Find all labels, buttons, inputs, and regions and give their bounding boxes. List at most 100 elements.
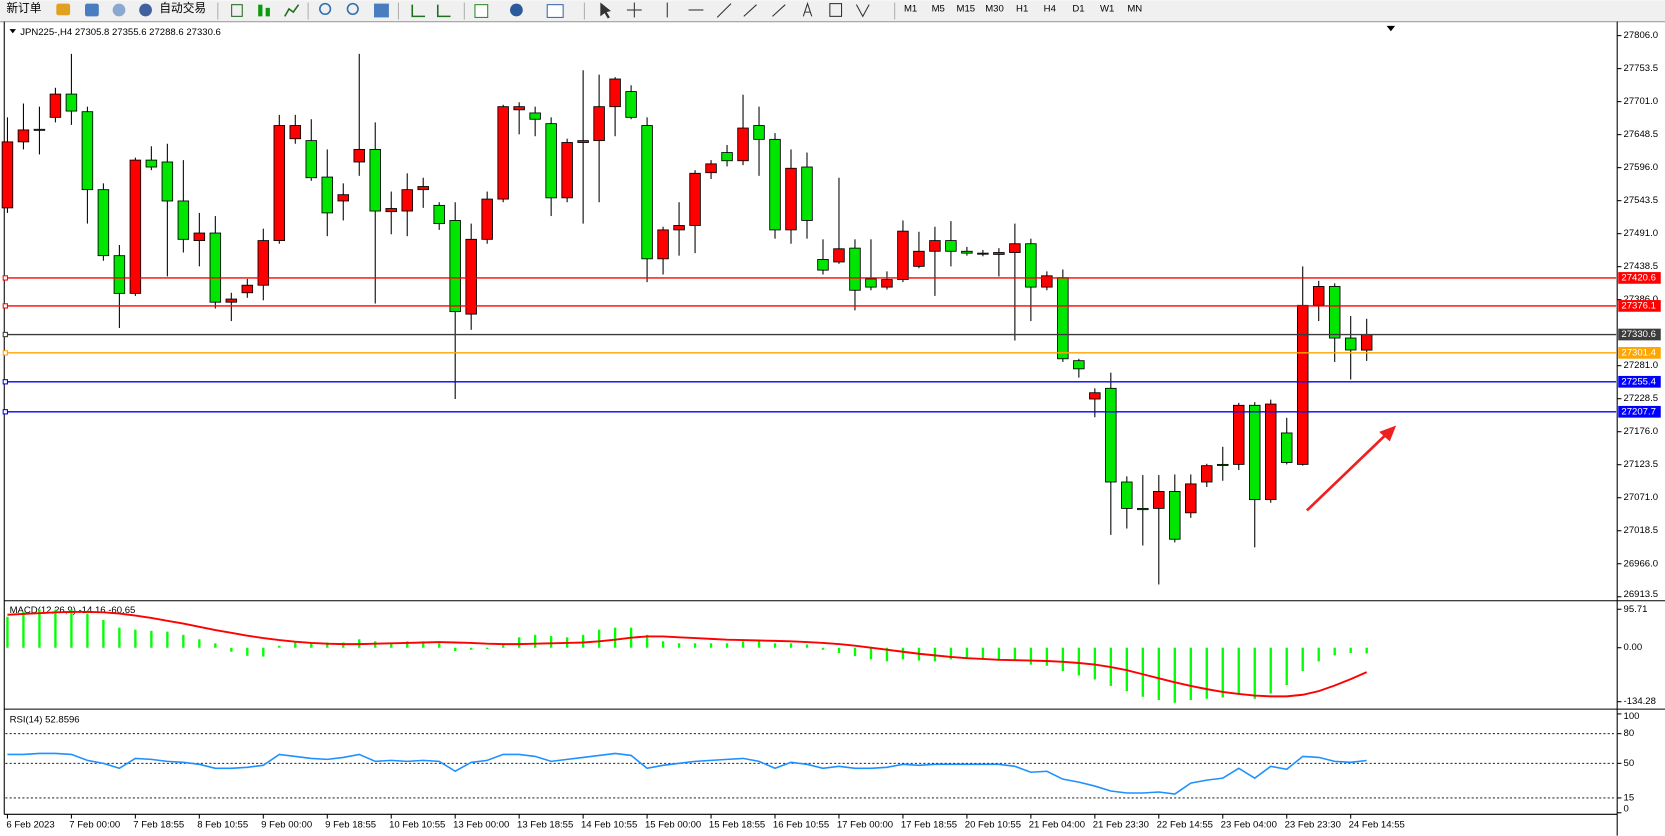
timeframe-button[interactable]: M30 [985,3,1004,14]
candle-body [769,138,781,231]
candle-body [289,125,302,140]
icon[interactable] [85,3,99,17]
candle-body [1328,286,1341,339]
candle-body [513,106,525,111]
y-tick-label: 26966.0 [1624,558,1659,569]
timeframe-button[interactable]: M1 [904,3,917,14]
y-tick-label: 95.71 [1624,604,1648,615]
tool-icons[interactable] [231,1,870,19]
price-level-marker [2,275,8,281]
timeframe-button[interactable]: MN [1127,3,1142,14]
candle-body [129,159,142,294]
x-tick-label: 23 Feb 04:00 [1221,819,1277,830]
candle-body [673,225,685,231]
candle-body [273,125,286,242]
icon[interactable] [56,3,71,16]
price-badge [1618,347,1661,359]
candle-body [1201,465,1213,483]
price-badge-label: 27376.1 [1621,300,1656,311]
candle-body [161,161,174,202]
x-tick-label: 6 Feb 2023 [6,819,54,830]
candle-body [529,112,541,120]
candle-body [321,176,333,214]
candle-body [49,93,62,118]
y-tick-label: 27176.0 [1624,426,1659,437]
candle-body [1185,483,1197,514]
price-badge [1618,328,1661,341]
timeframe-button[interactable]: H1 [1016,3,1028,14]
candle-body [657,229,669,260]
trend-arrow [1306,425,1397,512]
icon[interactable] [112,3,126,17]
y-tick-label: 27386.0 [1624,294,1659,305]
candle-body [1344,337,1357,351]
x-tick-label: 10 Feb 10:55 [389,819,445,830]
candle-body [1105,387,1117,483]
price-badge [1618,405,1661,418]
price-level-marker [2,409,8,415]
price-level-marker [2,379,8,385]
x-tick-label: 22 Feb 14:55 [1157,819,1213,830]
candle-body [993,252,1005,255]
candle-body [177,200,190,240]
candle-body [1233,404,1245,465]
candle-body [913,250,925,267]
candle-body [145,159,158,168]
candle-body [833,248,845,263]
rsi-title: RSI(14) 52.8596 [10,714,80,725]
candle-body [1041,275,1053,288]
x-tick-label: 24 Feb 14:55 [1349,819,1405,830]
y-tick-label: 27281.0 [1624,360,1659,371]
candle-body [945,240,957,252]
x-tick-label: 9 Feb 00:00 [261,819,312,830]
candle-body [1169,491,1181,540]
x-tick-label: 20 Feb 10:55 [965,819,1021,830]
candle-body [1137,507,1149,511]
candle-body [369,148,381,212]
candle-body [689,172,701,226]
new-order-button[interactable]: 新订单 [6,1,41,15]
price-badge-label: 27420.6 [1621,272,1656,283]
icon[interactable] [139,3,152,17]
price-level-marker [2,331,8,338]
timeframe-button[interactable]: W1 [1100,3,1114,14]
candle-body [593,106,605,142]
y-tick-label: 27543.5 [1624,195,1659,206]
candle-body [385,208,397,213]
timeframe-button[interactable]: M15 [957,3,976,14]
candle-body [929,240,941,252]
candle-body [1360,334,1373,351]
separators [217,2,896,20]
candle-body [1265,403,1277,501]
candle-body [1,141,14,209]
x-tick-label: 8 Feb 10:55 [197,819,248,830]
candle-body [785,167,797,231]
timeframe-button[interactable]: D1 [1072,3,1084,14]
auto-trading-button[interactable]: 自动交易 [159,1,206,15]
candle-body [33,128,46,131]
y-tick-label: 80 [1624,728,1635,739]
macd-signal-line [7,610,1368,698]
candle-body [17,129,30,143]
y-tick-label: 27018.5 [1624,525,1659,536]
timeframe-button[interactable]: H4 [1044,3,1057,14]
y-tick-label: 100 [1624,711,1640,722]
y-tick-label: 27596.0 [1624,162,1659,173]
x-tick-label: 15 Feb 18:55 [709,819,765,830]
candle-body [81,111,94,191]
price-badge-label: 27255.4 [1621,376,1656,387]
candle-body [625,91,637,118]
timeframe-button[interactable]: M5 [932,3,945,14]
candle-body [1280,432,1293,463]
y-tick-label: 15 [1624,792,1635,803]
candle-body [577,140,589,143]
shift-marker [1386,25,1396,32]
candle-body [1153,491,1165,509]
candle-body [1312,286,1325,306]
candle-body [737,127,749,162]
y-tick-label: 0.00 [1624,642,1643,653]
candle-body [97,189,110,257]
x-tick-label: 21 Feb 04:00 [1029,819,1085,830]
candle-body [1121,481,1133,509]
